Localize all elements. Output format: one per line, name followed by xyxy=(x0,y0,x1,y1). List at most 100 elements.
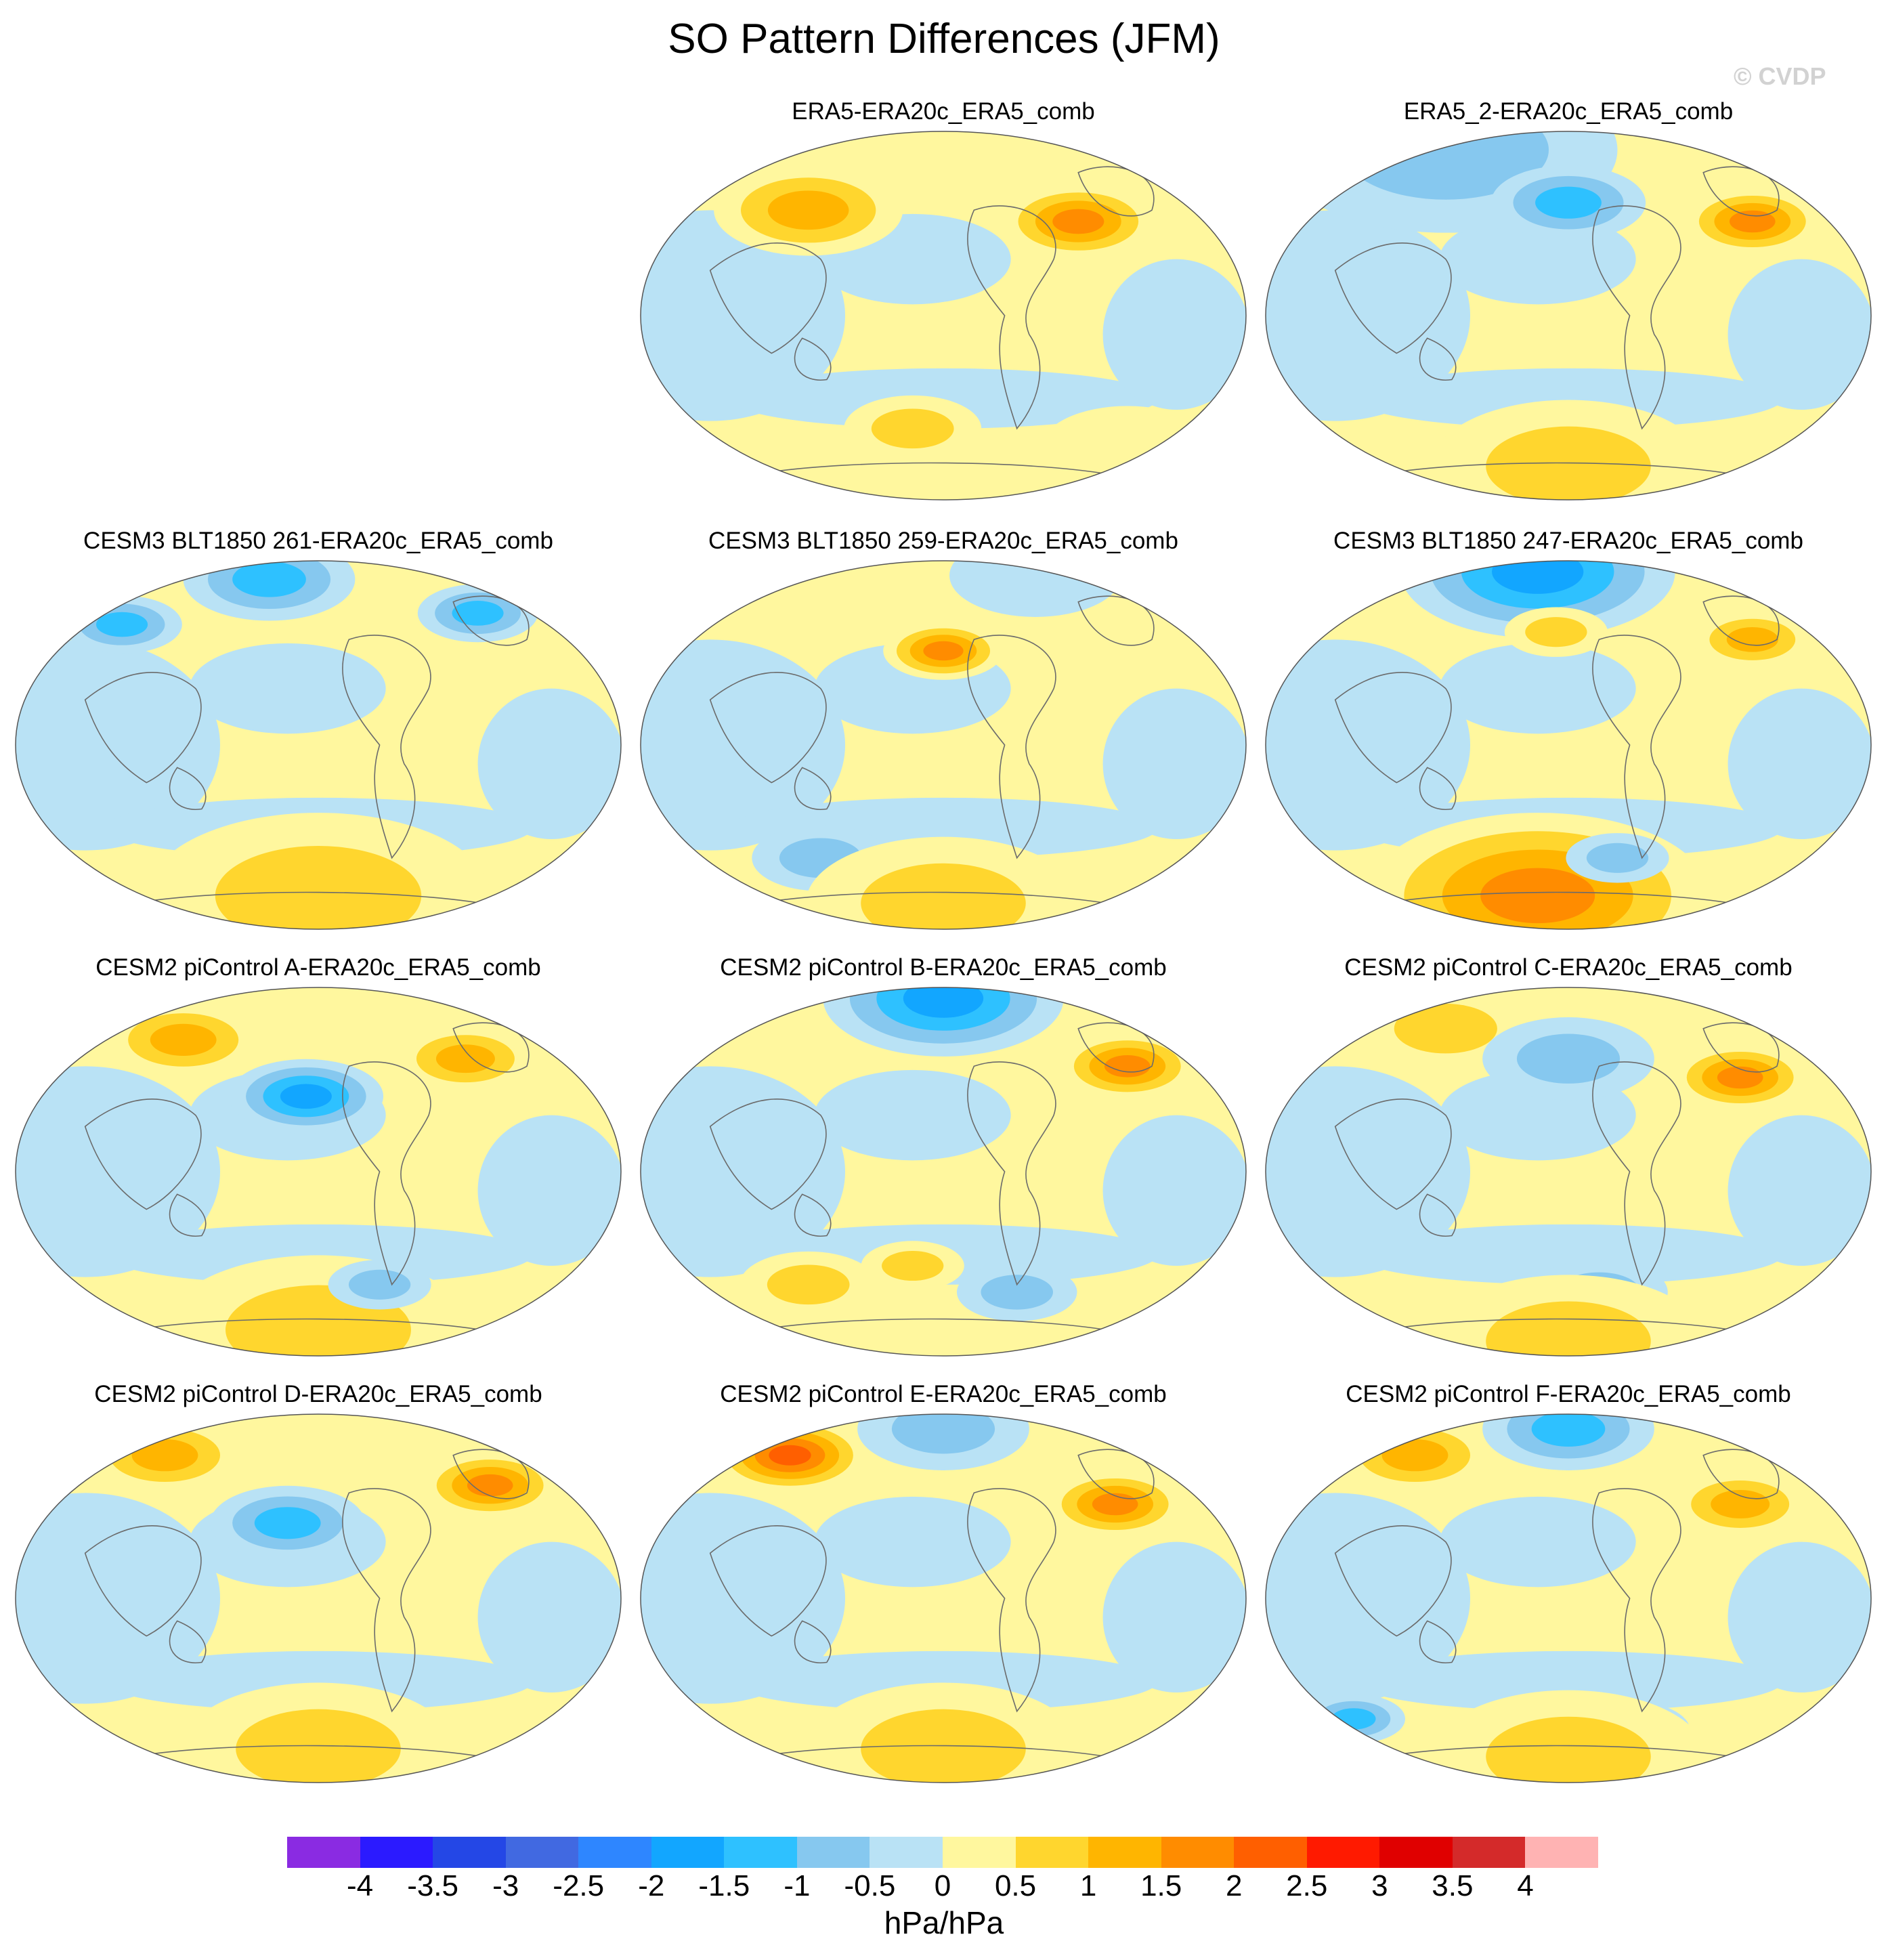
coastline xyxy=(794,767,832,811)
coastline xyxy=(1384,1318,1753,1334)
coastline xyxy=(709,672,827,784)
map-outline xyxy=(640,987,1247,1357)
colorbar-box xyxy=(796,1837,870,1868)
map-panel-7 xyxy=(637,983,1250,1360)
coastline xyxy=(709,242,827,354)
anomaly-contour xyxy=(1342,131,1549,200)
map-panel-2 xyxy=(1262,127,1875,504)
map-plot xyxy=(1265,560,1872,930)
coastline xyxy=(1334,1099,1452,1210)
colorbar-box xyxy=(724,1837,798,1868)
page-title: SO Pattern Differences (JFM) xyxy=(668,16,1220,62)
anomaly-band xyxy=(1728,1115,1871,1266)
coastline xyxy=(452,1449,530,1499)
anomaly-contour xyxy=(767,1264,850,1305)
coastline xyxy=(452,595,530,646)
coastline xyxy=(342,1061,431,1286)
coastline xyxy=(84,672,202,784)
anomaly-contour xyxy=(861,1709,1026,1783)
colorbar-box xyxy=(1306,1837,1380,1868)
colorbar-units: hPa/hPa xyxy=(884,1905,1004,1940)
colorbar-tick-label: 0.5 xyxy=(994,1869,1037,1902)
map-plot xyxy=(640,987,1247,1357)
map-plot xyxy=(1265,987,1872,1357)
anomaly-contour xyxy=(1486,1716,1651,1783)
colorbar-tick-label: -3.5 xyxy=(407,1869,459,1902)
anomaly-contour xyxy=(1711,1490,1770,1518)
map-outline xyxy=(640,131,1247,500)
anomaly-contour xyxy=(903,987,984,1018)
anomaly-contour xyxy=(1331,1708,1376,1730)
map-panel-8 xyxy=(1262,983,1875,1360)
colorbar-box xyxy=(360,1837,433,1868)
anomaly-contour xyxy=(981,1275,1053,1310)
anomaly-contour xyxy=(435,1044,495,1073)
map-panel-3 xyxy=(12,557,625,933)
colorbar-tick-label: -4 xyxy=(346,1869,374,1902)
coastline xyxy=(1334,1525,1452,1637)
anomaly-contour xyxy=(150,1023,217,1056)
anomaly-contour xyxy=(1729,210,1776,233)
map-outline xyxy=(640,1413,1247,1783)
anomaly-band xyxy=(1353,368,1784,429)
map-plot xyxy=(1265,131,1872,500)
colorbar-box xyxy=(578,1837,652,1868)
coastline xyxy=(1419,337,1457,381)
map-plot xyxy=(1265,1413,1872,1783)
coastline xyxy=(794,337,832,381)
anomaly-contour xyxy=(1041,406,1214,489)
map-plot xyxy=(15,560,622,930)
anomaly-band xyxy=(728,368,1159,429)
anomaly-contour xyxy=(1052,209,1104,234)
map-outline xyxy=(640,560,1247,930)
coastline xyxy=(1384,891,1753,908)
colorbar-box xyxy=(287,1837,361,1868)
panel-title-3: CESM3 BLT1850 261-ERA20c_ERA5_comb xyxy=(83,528,553,554)
anomaly-contour xyxy=(861,863,1026,929)
coastline xyxy=(1419,1620,1457,1664)
panel-title-2: ERA5_2-ERA20c_ERA5_comb xyxy=(1403,98,1734,125)
anomaly-band xyxy=(1353,1650,1784,1711)
anomaly-contour xyxy=(891,1414,995,1454)
colorbar-tick-label: 4 xyxy=(1517,1869,1534,1902)
coastline xyxy=(1592,205,1681,430)
anomaly-contour xyxy=(232,561,306,597)
anomaly-band xyxy=(103,1650,534,1711)
coastline xyxy=(1702,1449,1780,1499)
anomaly-contour xyxy=(1092,1493,1138,1516)
coastline xyxy=(84,1099,202,1210)
panel-title-5: CESM3 BLT1850 247-ERA20c_ERA5_comb xyxy=(1333,528,1803,554)
coastline xyxy=(759,891,1128,908)
coastline xyxy=(342,1488,431,1713)
anomaly-contour xyxy=(131,1439,198,1472)
colorbar-box xyxy=(1161,1837,1235,1868)
map-panel-9 xyxy=(12,1410,625,1787)
map-outline xyxy=(1265,131,1872,500)
colorbar-box xyxy=(1234,1837,1308,1868)
map-panel-5 xyxy=(1262,557,1875,933)
anomaly-contour xyxy=(767,190,849,230)
coastline xyxy=(1077,595,1155,646)
colorbar-box xyxy=(651,1837,725,1868)
colorbar-tick-label: 3.5 xyxy=(1432,1869,1474,1902)
coastline xyxy=(134,1745,502,1761)
coastline xyxy=(134,1318,502,1334)
colorbar-tick-label: 2.5 xyxy=(1286,1869,1328,1902)
map-panel-6 xyxy=(12,983,625,1360)
coastline xyxy=(1384,462,1753,478)
colorbar-tick-label: 3 xyxy=(1371,1869,1388,1902)
panel-title-8: CESM2 piControl C-ERA20c_ERA5_comb xyxy=(1344,954,1793,981)
colorbar-box xyxy=(433,1837,507,1868)
panel-title-6: CESM2 piControl A-ERA20c_ERA5_comb xyxy=(95,954,541,981)
anomaly-contour xyxy=(96,612,148,637)
coastline xyxy=(169,1620,207,1664)
anomaly-band xyxy=(1439,643,1636,734)
anomaly-contour xyxy=(452,601,504,626)
anomaly-contour xyxy=(1726,626,1778,652)
anomaly-contour xyxy=(1381,1439,1449,1472)
colorbar-box xyxy=(1525,1837,1599,1868)
map-plot xyxy=(640,131,1247,500)
anomaly-contour xyxy=(467,1474,513,1497)
anomaly-contour xyxy=(1394,1004,1497,1054)
anomaly-band xyxy=(1439,1496,1636,1588)
